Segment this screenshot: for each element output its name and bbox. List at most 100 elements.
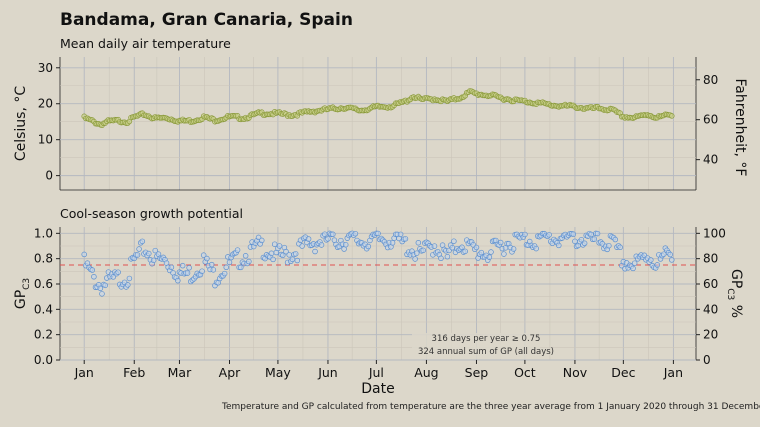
gp-point (294, 257, 301, 264)
gp-point (556, 242, 562, 249)
gp-point (486, 254, 493, 260)
x-tick-label: Jan (74, 365, 94, 380)
gp-point (81, 251, 87, 258)
y-tick-label: 10 (38, 133, 53, 147)
y-axis-label: GPC3 (13, 278, 32, 309)
gp-point (365, 243, 372, 250)
gp-point (654, 262, 661, 268)
gp-point (246, 258, 252, 265)
gp-point (330, 231, 336, 238)
gp-point (200, 252, 207, 258)
gp-point (210, 267, 217, 273)
gp-point (97, 285, 104, 292)
gp-point (594, 230, 601, 237)
gp-point (270, 256, 276, 263)
gp-point (271, 241, 278, 247)
gp-point (299, 243, 305, 249)
gp-point (110, 274, 117, 280)
gp-point (449, 244, 456, 251)
gp-point (268, 250, 275, 257)
gp-point (115, 269, 121, 275)
gp-point (289, 256, 296, 263)
gp-point (501, 251, 507, 257)
gp-point (238, 264, 244, 271)
gp-point (223, 264, 230, 271)
gp-point (305, 236, 312, 242)
x-tick-label: Mar (168, 365, 192, 380)
gp-point (208, 261, 215, 268)
x-tick-label: May (265, 365, 291, 380)
y-right-tick-label: 0 (703, 353, 711, 367)
gp-point (312, 248, 318, 255)
gp-point (510, 246, 517, 252)
x-tick-label: Jul (368, 365, 384, 380)
y-right-tick-label: 100 (703, 226, 726, 240)
temperature-panel-title: Mean daily air temperature (60, 36, 231, 51)
gp-point (199, 268, 205, 274)
gp-point (612, 236, 619, 243)
gp-point (325, 236, 331, 242)
y-axis-label: Celsius, °C (13, 86, 29, 162)
gp-point (588, 231, 594, 238)
gp-point (591, 236, 598, 242)
x-tick-label: Sep (465, 365, 489, 380)
plot-area (60, 227, 696, 360)
gp-point (280, 252, 286, 259)
gp-point (617, 244, 623, 251)
gp-point (226, 259, 233, 266)
gp-point (572, 238, 578, 245)
gp-point (660, 251, 667, 257)
chart-caption: Temperature and GP calculated from tempe… (222, 402, 760, 412)
chart-title: Bandama, Gran Canaria, Spain (60, 10, 353, 30)
gp-point (139, 238, 146, 245)
y-tick-label: 0.0 (34, 353, 53, 367)
gp-point (415, 239, 422, 246)
y-tick-label: 0.8 (34, 252, 53, 266)
x-tick-label: Aug (414, 365, 438, 380)
gp-point (413, 250, 420, 256)
gp-point (186, 265, 192, 271)
gp-point (431, 243, 438, 249)
gp-point (630, 265, 636, 272)
gp-point (146, 250, 152, 257)
gp-point (451, 238, 457, 244)
gp-point (522, 231, 528, 238)
gp-point (175, 277, 181, 284)
gp-point (438, 255, 444, 262)
x-tick-label: Jun (317, 365, 338, 380)
gp-point (276, 243, 283, 249)
gp-point (283, 248, 289, 255)
annotation-days: 316 days per year ≥ 0.75 (432, 334, 541, 344)
gp-point (125, 282, 131, 288)
gp-point (134, 252, 141, 258)
gp-point (91, 273, 97, 280)
gp-point (136, 246, 142, 252)
x-tick-label: Jan (663, 365, 683, 380)
gp-point (259, 237, 265, 244)
plot-area (60, 57, 696, 190)
gp-point (204, 255, 210, 262)
gp-point (667, 251, 673, 258)
y-right-tick-label: 80 (703, 252, 718, 266)
gp-point (286, 252, 292, 258)
gp-point (412, 256, 418, 262)
y-tick-label: 30 (38, 61, 53, 75)
y-tick-label: 0.4 (34, 302, 53, 316)
annotation-box (412, 333, 540, 359)
y-tick-label: 0.6 (34, 277, 53, 291)
gp-point (546, 232, 552, 238)
gp-point (397, 231, 404, 238)
y-tick-label: 0 (45, 169, 53, 183)
gp-point (570, 231, 577, 237)
gp-point (578, 236, 585, 243)
gp-point (389, 240, 396, 246)
gp-point (150, 257, 157, 264)
gp-point (462, 248, 468, 255)
gp-point (473, 244, 480, 251)
y-right-tick-label: 40 (703, 153, 718, 167)
y-right-tick-label: 60 (703, 113, 718, 127)
gp-point (581, 240, 588, 247)
x-tick-label: Apr (219, 365, 241, 380)
y-right-axis-label: GPC3 % (725, 269, 744, 318)
